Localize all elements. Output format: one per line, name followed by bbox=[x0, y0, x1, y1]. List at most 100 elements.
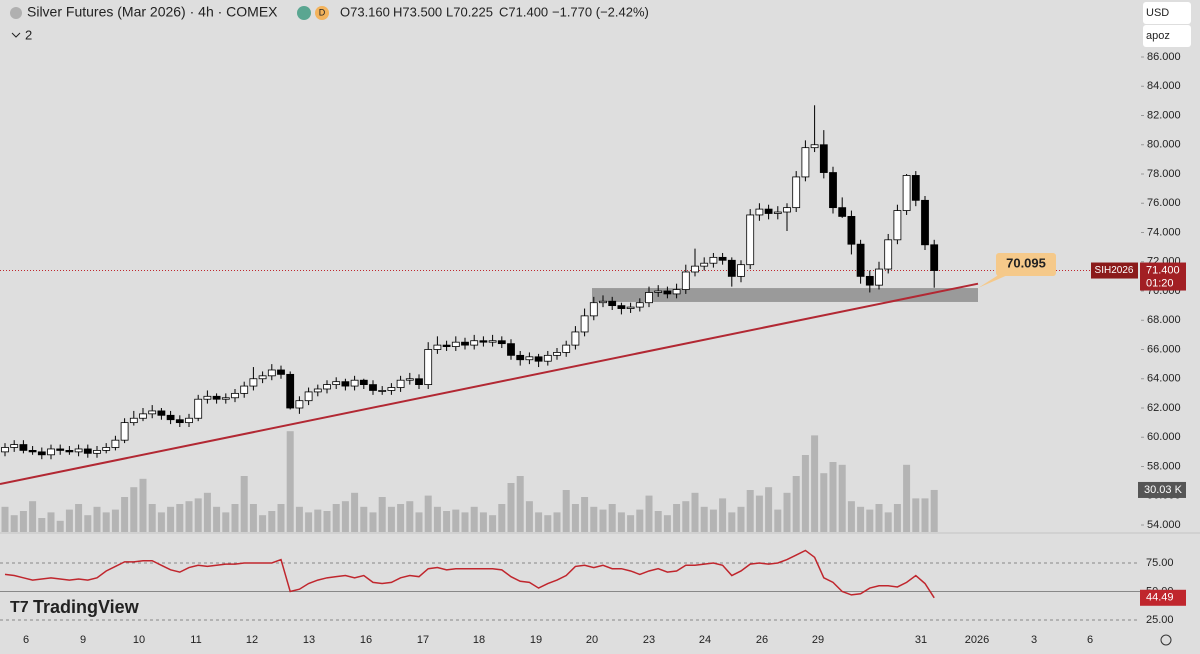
trendline bbox=[0, 282, 979, 486]
volume-bar bbox=[525, 501, 533, 532]
candle-body bbox=[893, 210, 902, 241]
volume-bar bbox=[56, 520, 64, 532]
candle-body bbox=[203, 395, 212, 400]
annotation: 70.095 bbox=[1006, 255, 1046, 270]
candle-body bbox=[396, 379, 405, 388]
unit-select[interactable] bbox=[1143, 25, 1191, 47]
x-tick-label: 11 bbox=[190, 634, 201, 646]
x-tick-label: 17 bbox=[417, 634, 429, 646]
collapse-icon[interactable] bbox=[11, 32, 21, 38]
x-tick-label: 6 bbox=[1087, 634, 1093, 646]
candle-body bbox=[691, 265, 699, 273]
candle-body bbox=[240, 385, 249, 394]
volume-bar bbox=[452, 509, 460, 532]
rsi-line bbox=[4, 549, 935, 599]
candle-body bbox=[470, 340, 479, 346]
indicator-count[interactable]: 2 bbox=[25, 27, 32, 42]
volume-bar bbox=[148, 504, 156, 532]
brand-logo: T7 bbox=[10, 599, 29, 616]
candle-body bbox=[258, 375, 267, 380]
volume-bar bbox=[571, 504, 579, 532]
candle-body bbox=[773, 211, 782, 214]
y-tick-label: 58.000 bbox=[1147, 460, 1181, 472]
candle-body bbox=[267, 369, 276, 377]
candle-body bbox=[304, 391, 313, 402]
x-tick-label: 31 bbox=[915, 634, 927, 646]
candle-body bbox=[277, 369, 285, 375]
y-tick-label: 82.000 bbox=[1147, 109, 1181, 121]
candle-body bbox=[709, 256, 718, 264]
badge: D bbox=[319, 7, 326, 17]
candle-body bbox=[792, 176, 801, 209]
currency-select[interactable] bbox=[1143, 2, 1191, 24]
candle-body bbox=[838, 207, 847, 217]
volume-bar bbox=[397, 504, 405, 532]
volume-bar bbox=[19, 511, 27, 532]
candle-body bbox=[37, 451, 46, 456]
symbol-tag: SIH2026 bbox=[1095, 265, 1134, 276]
candle-body bbox=[56, 448, 65, 451]
volume-bar bbox=[599, 509, 607, 532]
unit[interactable]: apoz bbox=[1146, 30, 1170, 42]
candle-body bbox=[405, 378, 414, 381]
candle-body bbox=[580, 315, 589, 333]
candle-body bbox=[369, 384, 377, 391]
symbol-tag-bg bbox=[1091, 262, 1138, 279]
volume-bar bbox=[930, 489, 938, 532]
volume-bar bbox=[360, 506, 368, 532]
candle-body bbox=[83, 448, 92, 454]
candle-body bbox=[350, 379, 359, 387]
candle-body bbox=[930, 244, 939, 271]
candle-body bbox=[341, 381, 350, 387]
volume-bar bbox=[387, 506, 395, 532]
volume-bar bbox=[130, 487, 138, 532]
x-tick-label: 18 bbox=[473, 634, 485, 646]
volume-bar bbox=[305, 512, 313, 532]
y-tick-label: 84.000 bbox=[1147, 80, 1181, 92]
volume-bar bbox=[673, 504, 681, 532]
candle-body bbox=[415, 378, 423, 385]
volume-bar bbox=[268, 511, 276, 532]
candle-body bbox=[635, 302, 644, 308]
candle-body bbox=[553, 352, 561, 356]
y-tick-label: 78.000 bbox=[1147, 168, 1181, 180]
volume-bar bbox=[213, 506, 221, 532]
candle-body bbox=[599, 300, 607, 304]
volume-bar bbox=[719, 498, 727, 532]
volume-bar bbox=[351, 492, 359, 532]
candle-body bbox=[295, 400, 304, 409]
volume-bar bbox=[111, 509, 119, 532]
y-tick-label: 66.000 bbox=[1147, 343, 1181, 355]
volume-bar bbox=[406, 501, 414, 532]
y-tick-label: 86.000 bbox=[1147, 51, 1181, 63]
support-zone bbox=[592, 288, 978, 302]
candle-body bbox=[497, 340, 506, 345]
volume-bar bbox=[240, 476, 248, 532]
candle-body bbox=[479, 340, 488, 343]
candle-body bbox=[856, 243, 865, 277]
volume-bar bbox=[590, 506, 598, 532]
currency[interactable]: USD bbox=[1146, 7, 1169, 19]
candle-body bbox=[663, 290, 672, 295]
candle-body bbox=[700, 262, 709, 267]
price-tag: 71.400 bbox=[1146, 264, 1180, 276]
volume-bar bbox=[608, 504, 616, 532]
settings-icon[interactable] bbox=[1160, 634, 1172, 646]
candle-body bbox=[212, 395, 221, 400]
volume-bar bbox=[249, 504, 257, 532]
volume-bar bbox=[792, 476, 800, 532]
y-tick-label: 64.000 bbox=[1147, 373, 1181, 385]
volume-bar bbox=[277, 504, 285, 532]
volume-bar bbox=[470, 506, 478, 532]
x-tick-label: 20 bbox=[586, 634, 598, 646]
badge-bg bbox=[315, 6, 329, 20]
candle-body bbox=[875, 268, 883, 286]
volume-bar bbox=[700, 506, 708, 532]
candle-body bbox=[323, 384, 331, 390]
x-tick-label: 19 bbox=[530, 634, 542, 646]
candle-body bbox=[810, 144, 819, 149]
candle-body bbox=[921, 199, 929, 246]
candle-body bbox=[801, 147, 810, 178]
symbol-title: Silver Futures (Mar 2026) · 4h · COMEX bbox=[27, 4, 278, 20]
volume-bar bbox=[139, 478, 147, 532]
